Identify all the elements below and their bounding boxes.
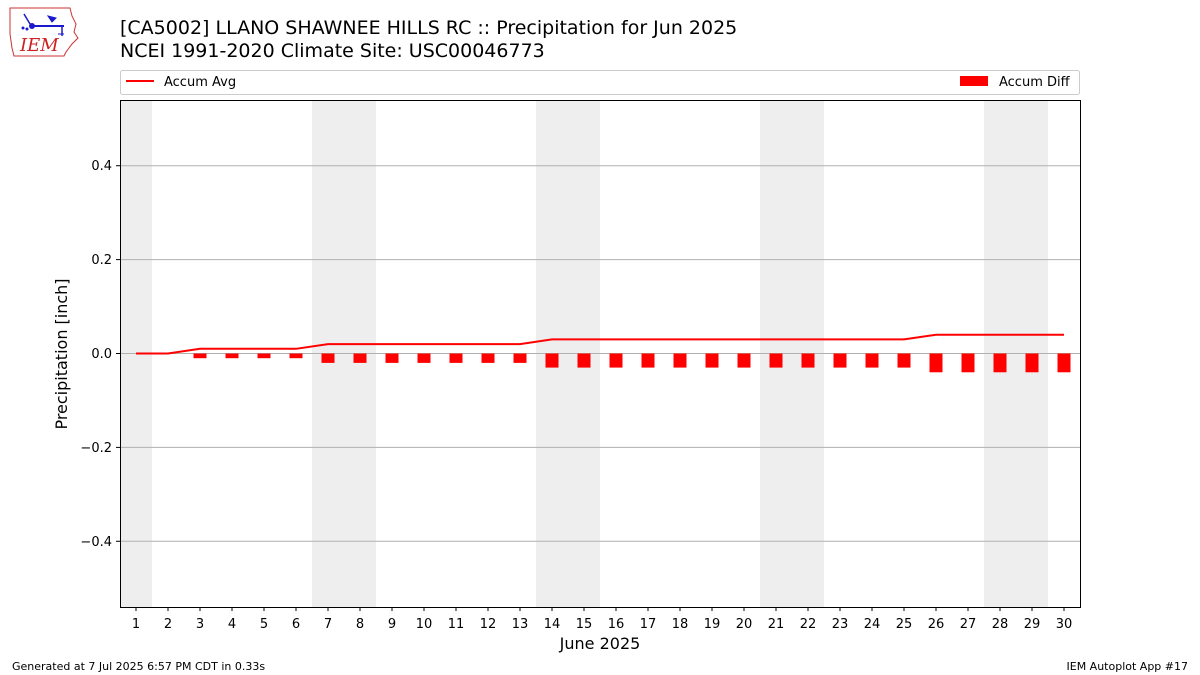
- plot-frame: [120, 100, 1081, 608]
- logo-text: IEM: [19, 35, 59, 56]
- x-tick-label: 8: [356, 617, 364, 632]
- x-tick-label: 27: [960, 617, 977, 632]
- x-tick-label: 10: [416, 617, 433, 632]
- legend-label-accum-avg: Accum Avg: [164, 75, 236, 90]
- x-tick-label: 28: [992, 617, 1009, 632]
- y-tick-label: −0.2: [80, 441, 112, 456]
- accum-diff-bar: [289, 353, 303, 359]
- accum-diff-bars: [193, 353, 1071, 373]
- accum-diff-bar: [737, 353, 751, 368]
- x-tick-label: 29: [1024, 617, 1041, 632]
- x-tick-label: 26: [928, 617, 945, 632]
- x-tick-label: 2: [164, 617, 172, 632]
- x-tick-label: 3: [196, 617, 204, 632]
- accum-diff-bar: [481, 353, 495, 363]
- accum-diff-bar: [1025, 353, 1039, 373]
- legend-label-accum-diff: Accum Diff: [999, 75, 1071, 90]
- weekend-bands: [120, 100, 1048, 607]
- x-tick-label: 21: [768, 617, 785, 632]
- x-tick-label: 13: [512, 617, 529, 632]
- x-tick-label: 20: [736, 617, 753, 632]
- app-credit: IEM Autoplot App #17: [1066, 660, 1189, 673]
- generated-timestamp: Generated at 7 Jul 2025 6:57 PM CDT in 0…: [12, 660, 266, 673]
- accum-diff-bar: [801, 353, 815, 368]
- x-axis-ticks: 1 2 3 4 5 6 7 8 9 10 11 12 13 14 15 16 17 18 19 20 21 22 23 24 2…: [132, 607, 1072, 632]
- accum-diff-bar: [545, 353, 559, 368]
- x-tick-label: 30: [1056, 617, 1073, 632]
- x-tick-label: 19: [704, 617, 721, 632]
- x-tick-label: 6: [292, 617, 300, 632]
- accum-diff-bar: [897, 353, 911, 368]
- x-tick-label: 11: [448, 617, 465, 632]
- x-tick-label: 16: [608, 617, 625, 632]
- accum-diff-bar: [353, 353, 367, 363]
- accum-diff-bar: [609, 353, 623, 368]
- x-tick-label: 23: [832, 617, 849, 632]
- x-tick-label: 15: [576, 617, 593, 632]
- accum-diff-bar: [417, 353, 431, 363]
- accum-diff-bar: [865, 353, 879, 368]
- y-axis-ticks: −0.4 −0.2 0.0 0.2 0.4: [80, 159, 120, 550]
- accum-diff-bar: [705, 353, 719, 368]
- x-tick-label: 22: [800, 617, 817, 632]
- y-tick-label: 0.2: [91, 253, 112, 268]
- x-tick-label: 24: [864, 617, 881, 632]
- accum-diff-bar: [929, 353, 943, 373]
- x-tick-label: 1: [132, 617, 140, 632]
- x-axis-label: June 2025: [559, 634, 641, 653]
- weather-station-icon: [21, 13, 64, 36]
- accum-diff-bar: [641, 353, 655, 368]
- legend-bar-swatch: [960, 76, 988, 86]
- accum-avg-line: [136, 333, 1064, 355]
- chart-title: [CA5002] LLANO SHAWNEE HILLS RC :: Preci…: [120, 17, 738, 39]
- accum-diff-bar: [769, 353, 783, 368]
- y-tick-label: 0.0: [91, 347, 112, 362]
- accum-diff-bar: [993, 353, 1007, 373]
- accum-diff-bar: [321, 353, 335, 363]
- x-tick-label: 14: [544, 617, 561, 632]
- grid-lines: [120, 165, 1080, 542]
- legend-frame: [120, 70, 1080, 95]
- x-tick-label: 4: [228, 617, 236, 632]
- y-tick-label: 0.4: [91, 159, 112, 174]
- accum-diff-bar: [385, 353, 399, 363]
- x-tick-label: 17: [640, 617, 657, 632]
- accum-diff-bar: [225, 353, 239, 359]
- accum-diff-bar: [193, 353, 207, 359]
- x-tick-label: 18: [672, 617, 689, 632]
- x-tick-label: 7: [324, 617, 332, 632]
- x-tick-label: 25: [896, 617, 913, 632]
- chart-subtitle: NCEI 1991-2020 Climate Site: USC00046773: [120, 40, 545, 62]
- iem-logo: IEM: [9, 7, 79, 57]
- y-axis-label: Precipitation [inch]: [52, 278, 71, 429]
- x-tick-label: 9: [388, 617, 396, 632]
- accum-diff-bar: [257, 353, 271, 359]
- accum-diff-bar: [577, 353, 591, 368]
- accum-diff-bar: [833, 353, 847, 368]
- accum-diff-bar: [961, 353, 975, 373]
- accum-diff-bar: [673, 353, 687, 368]
- legend: Accum Avg Accum Diff: [120, 70, 1080, 95]
- accum-diff-bar: [449, 353, 463, 363]
- x-tick-label: 5: [260, 617, 268, 632]
- accum-diff-bar: [1057, 353, 1071, 373]
- x-tick-label: 12: [480, 617, 497, 632]
- y-tick-label: −0.4: [80, 535, 112, 550]
- accum-diff-bar: [513, 353, 527, 363]
